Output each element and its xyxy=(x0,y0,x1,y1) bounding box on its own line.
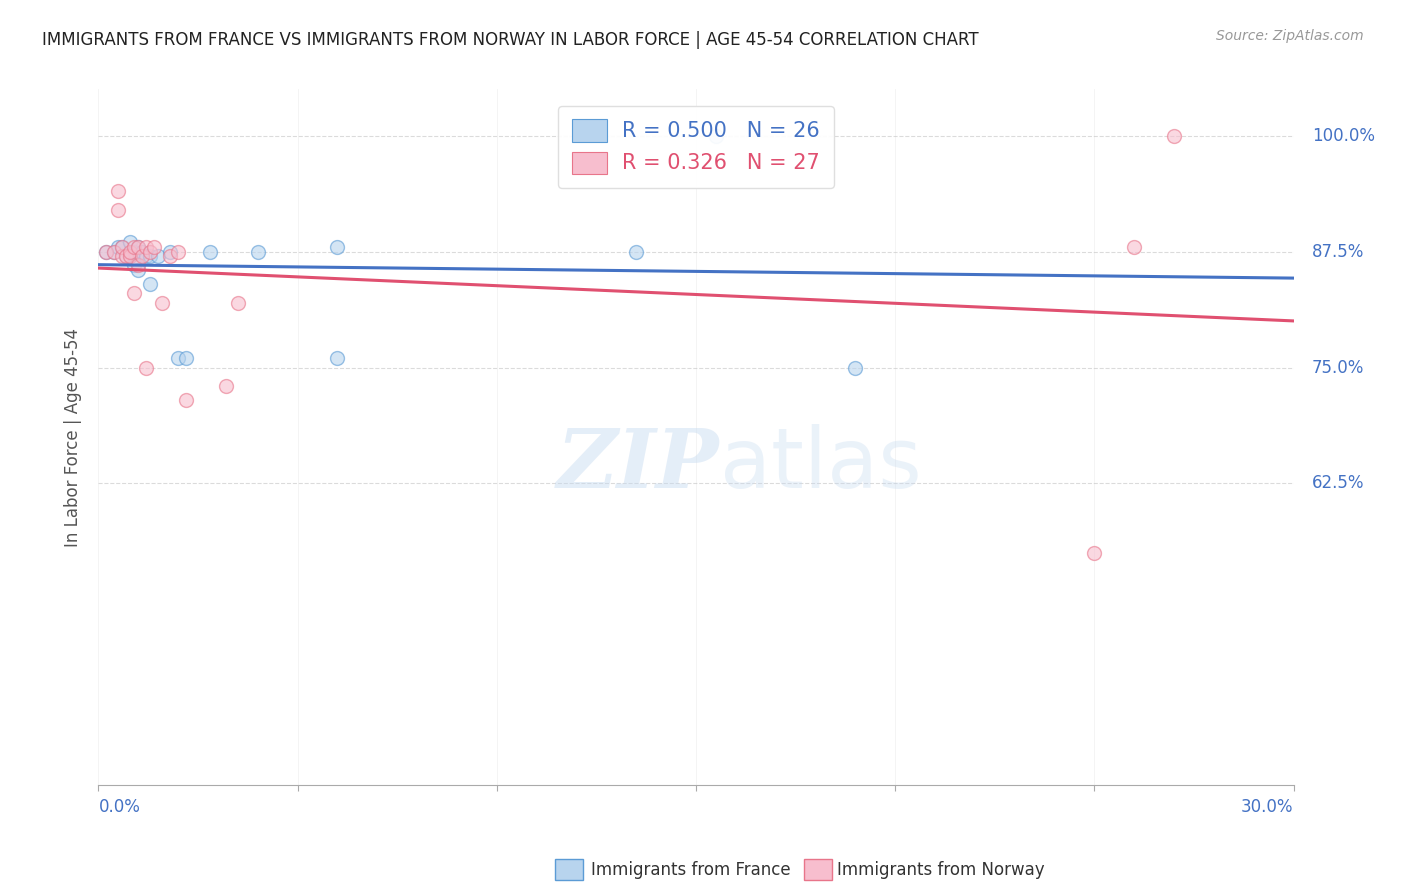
Text: Immigrants from France: Immigrants from France xyxy=(591,861,790,879)
Point xyxy=(624,244,647,259)
Point xyxy=(1163,128,1185,143)
Point xyxy=(107,202,129,217)
Point xyxy=(124,259,146,273)
Point xyxy=(135,360,157,375)
Text: ZIP: ZIP xyxy=(557,425,720,505)
Text: Immigrants from Norway: Immigrants from Norway xyxy=(837,861,1045,879)
Point xyxy=(120,235,142,250)
Point xyxy=(124,240,146,254)
Point xyxy=(148,249,170,263)
Point xyxy=(127,259,149,273)
Point xyxy=(120,244,142,259)
Point xyxy=(143,240,166,254)
Point xyxy=(111,240,134,254)
Point xyxy=(159,249,181,263)
Point xyxy=(107,240,129,254)
Point xyxy=(96,244,118,259)
Point xyxy=(844,360,866,375)
Y-axis label: In Labor Force | Age 45-54: In Labor Force | Age 45-54 xyxy=(63,327,82,547)
Text: 87.5%: 87.5% xyxy=(1312,243,1364,260)
Point xyxy=(174,392,197,407)
Point xyxy=(124,244,146,259)
Point xyxy=(111,249,134,263)
Point xyxy=(159,244,181,259)
Point xyxy=(120,249,142,263)
Text: 100.0%: 100.0% xyxy=(1312,127,1375,145)
Text: 62.5%: 62.5% xyxy=(1312,475,1364,492)
Point xyxy=(115,249,138,263)
Legend: R = 0.500   N = 26, R = 0.326   N = 27: R = 0.500 N = 26, R = 0.326 N = 27 xyxy=(558,106,834,187)
Point xyxy=(198,244,221,259)
Point xyxy=(135,249,157,263)
Point xyxy=(120,249,142,263)
Point xyxy=(103,244,125,259)
Point xyxy=(131,244,153,259)
Point xyxy=(167,351,190,366)
Text: Source: ZipAtlas.com: Source: ZipAtlas.com xyxy=(1216,29,1364,43)
Point xyxy=(115,249,138,263)
Text: atlas: atlas xyxy=(720,425,921,506)
Point xyxy=(127,240,149,254)
Point xyxy=(139,249,162,263)
Point xyxy=(215,379,238,393)
Point xyxy=(139,244,162,259)
Text: 30.0%: 30.0% xyxy=(1241,798,1294,816)
Point xyxy=(174,351,197,366)
Point xyxy=(326,240,349,254)
Point xyxy=(127,263,149,277)
Point xyxy=(1083,546,1105,560)
Point xyxy=(111,240,134,254)
Point xyxy=(226,295,249,310)
Point xyxy=(167,244,190,259)
Point xyxy=(107,184,129,198)
Point xyxy=(150,295,173,310)
Point xyxy=(246,244,269,259)
Point xyxy=(131,249,153,263)
Text: 0.0%: 0.0% xyxy=(98,798,141,816)
Text: IMMIGRANTS FROM FRANCE VS IMMIGRANTS FROM NORWAY IN LABOR FORCE | AGE 45-54 CORR: IMMIGRANTS FROM FRANCE VS IMMIGRANTS FRO… xyxy=(42,31,979,49)
Point xyxy=(96,244,118,259)
Point xyxy=(127,240,149,254)
Point xyxy=(124,286,146,301)
Text: 75.0%: 75.0% xyxy=(1312,359,1364,376)
Point xyxy=(103,244,125,259)
Point xyxy=(1123,240,1146,254)
Point xyxy=(135,240,157,254)
Point xyxy=(139,277,162,291)
Point xyxy=(326,351,349,366)
Point xyxy=(704,128,727,143)
